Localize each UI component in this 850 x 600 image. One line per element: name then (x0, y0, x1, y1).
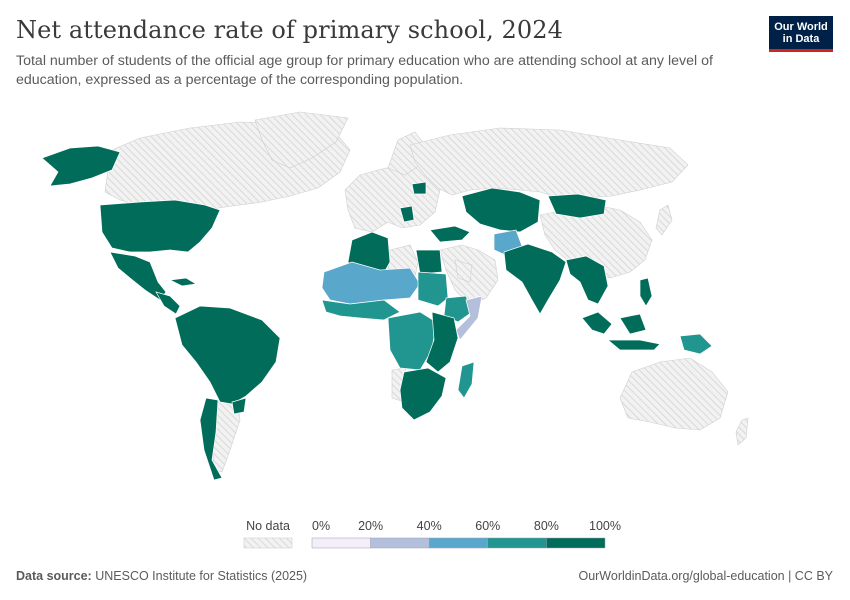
europe-region (344, 159, 441, 233)
southern-africa-shape (399, 367, 447, 421)
legend-svg: No data 0% 20% 40% 60% 80% 100% (243, 519, 621, 549)
central-america-shape (155, 291, 181, 315)
belarus-shape (411, 181, 427, 195)
legend-swatch-4[interactable] (546, 537, 606, 549)
shaded-countries (41, 145, 713, 481)
central-asia-shape (461, 187, 541, 233)
logo-line-2: in Data (782, 33, 820, 45)
legend-tick-label-0: 0% (312, 519, 330, 533)
legend-tick-label-1: 20% (358, 519, 383, 533)
egypt-shape (415, 249, 443, 275)
legend-swatch-0[interactable] (311, 537, 371, 549)
legend-tick-label-3: 60% (475, 519, 500, 533)
legend-bins: 0% 20% 40% 60% 80% 100% (311, 519, 621, 549)
legend-swatch-1[interactable] (370, 537, 430, 549)
east-africa-shape (425, 311, 459, 373)
source-text[interactable]: UNESCO Institute for Statistics (2025) (95, 569, 308, 583)
west-africa-coast-shape (321, 299, 401, 321)
chart-title: Net attendance rate of primary school, 2… (16, 16, 564, 44)
uruguay-shape (231, 397, 247, 415)
legend-tick-label-end: 100% (589, 519, 621, 533)
map-legend: No data 0% 20% 40% 60% 80% 100% (0, 514, 850, 554)
world-map[interactable] (0, 100, 850, 510)
united-states-shape (99, 199, 221, 253)
indonesia-shape (581, 311, 661, 351)
alaska-shape (41, 145, 121, 187)
philippines-shape (639, 277, 653, 307)
greater-horn-region (454, 259, 473, 283)
balkans-shape (399, 205, 415, 223)
legend-no-data-swatch (243, 537, 293, 549)
data-source: Data source: UNESCO Institute for Statis… (16, 569, 307, 583)
caribbean-shape (168, 277, 198, 287)
papua-new-guinea-shape (679, 333, 713, 355)
south-asia-shape (503, 243, 567, 315)
logo-line-1: Our World (774, 21, 828, 33)
sudan-shape (417, 271, 449, 307)
chart-subtitle: Total number of students of the official… (16, 53, 713, 88)
turkey-shape (429, 225, 471, 243)
owid-logo[interactable]: Our World in Data (769, 16, 833, 52)
sahel-west-shape (321, 261, 421, 305)
new-zealand-region (735, 417, 749, 446)
somalia-shape (455, 295, 483, 341)
legend-swatch-2[interactable] (428, 537, 489, 549)
ethiopia-shape (443, 295, 473, 323)
greenland-region (254, 111, 349, 169)
central-africa-shape (387, 311, 437, 371)
southern-cone-shape (199, 397, 223, 481)
source-label: Data source: (16, 569, 92, 583)
legend-no-data-label: No data (246, 519, 290, 533)
world-map-svg (41, 111, 749, 481)
southeast-asia-shape (565, 255, 609, 305)
australia-region (619, 357, 729, 431)
madagascar-shape (457, 361, 475, 399)
south-america-shape (174, 305, 281, 405)
japan-region (655, 204, 673, 236)
mongolia-shape (547, 193, 607, 219)
legend-swatch-3[interactable] (487, 537, 547, 549)
russia-region (409, 127, 689, 199)
legend-tick-label-4: 80% (534, 519, 559, 533)
legend-tick-label-2: 40% (417, 519, 442, 533)
source-url[interactable]: OurWorldinData.org/global-education | CC… (578, 569, 833, 583)
